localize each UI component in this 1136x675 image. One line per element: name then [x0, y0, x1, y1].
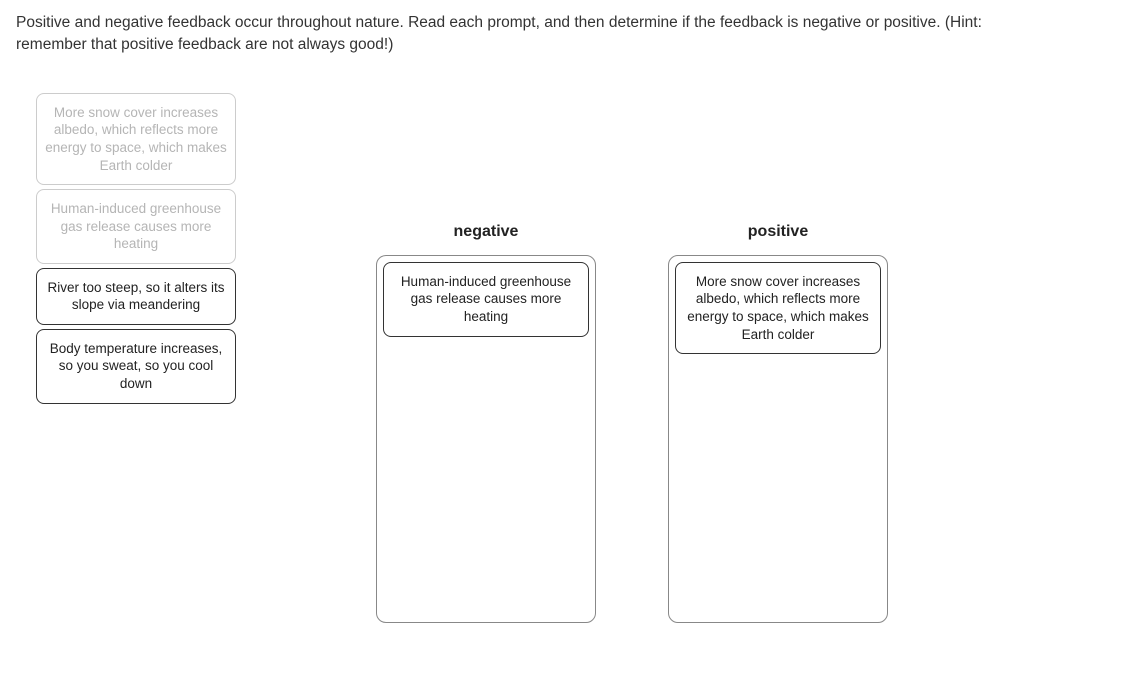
drop-container-positive[interactable]: More snow cover increases albedo, which … — [668, 255, 888, 623]
source-column: More snow cover increases albedo, which … — [36, 93, 236, 404]
source-card[interactable]: More snow cover increases albedo, which … — [36, 93, 236, 185]
drop-zone-label-positive: positive — [748, 223, 808, 241]
drop-zones: negative Human-induced greenhouse gas re… — [376, 223, 888, 623]
drop-zone-negative: negative Human-induced greenhouse gas re… — [376, 223, 596, 623]
question-prompt: Positive and negative feedback occur thr… — [16, 12, 996, 57]
drop-zone-positive: positive More snow cover increases albed… — [668, 223, 888, 623]
dropped-card[interactable]: Human-induced greenhouse gas release cau… — [383, 262, 589, 337]
source-card[interactable]: Human-induced greenhouse gas release cau… — [36, 189, 236, 264]
source-card[interactable]: River too steep, so it alters its slope … — [36, 268, 236, 325]
drop-zone-label-negative: negative — [454, 223, 519, 241]
source-card[interactable]: Body temperature increases, so you sweat… — [36, 329, 236, 404]
drop-container-negative[interactable]: Human-induced greenhouse gas release cau… — [376, 255, 596, 623]
dropped-card[interactable]: More snow cover increases albedo, which … — [675, 262, 881, 354]
exercise-area: More snow cover increases albedo, which … — [16, 93, 1120, 623]
